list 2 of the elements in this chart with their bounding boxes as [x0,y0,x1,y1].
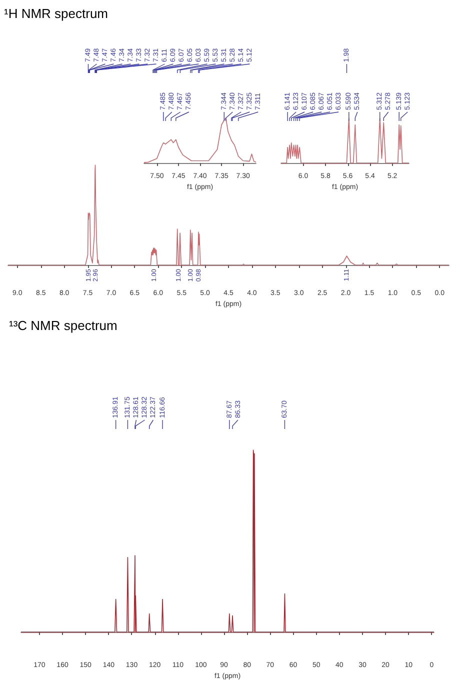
chart-title: ¹³C NMR spectrum [9,318,118,333]
text: ¹H NMR spectrum [4,6,108,21]
